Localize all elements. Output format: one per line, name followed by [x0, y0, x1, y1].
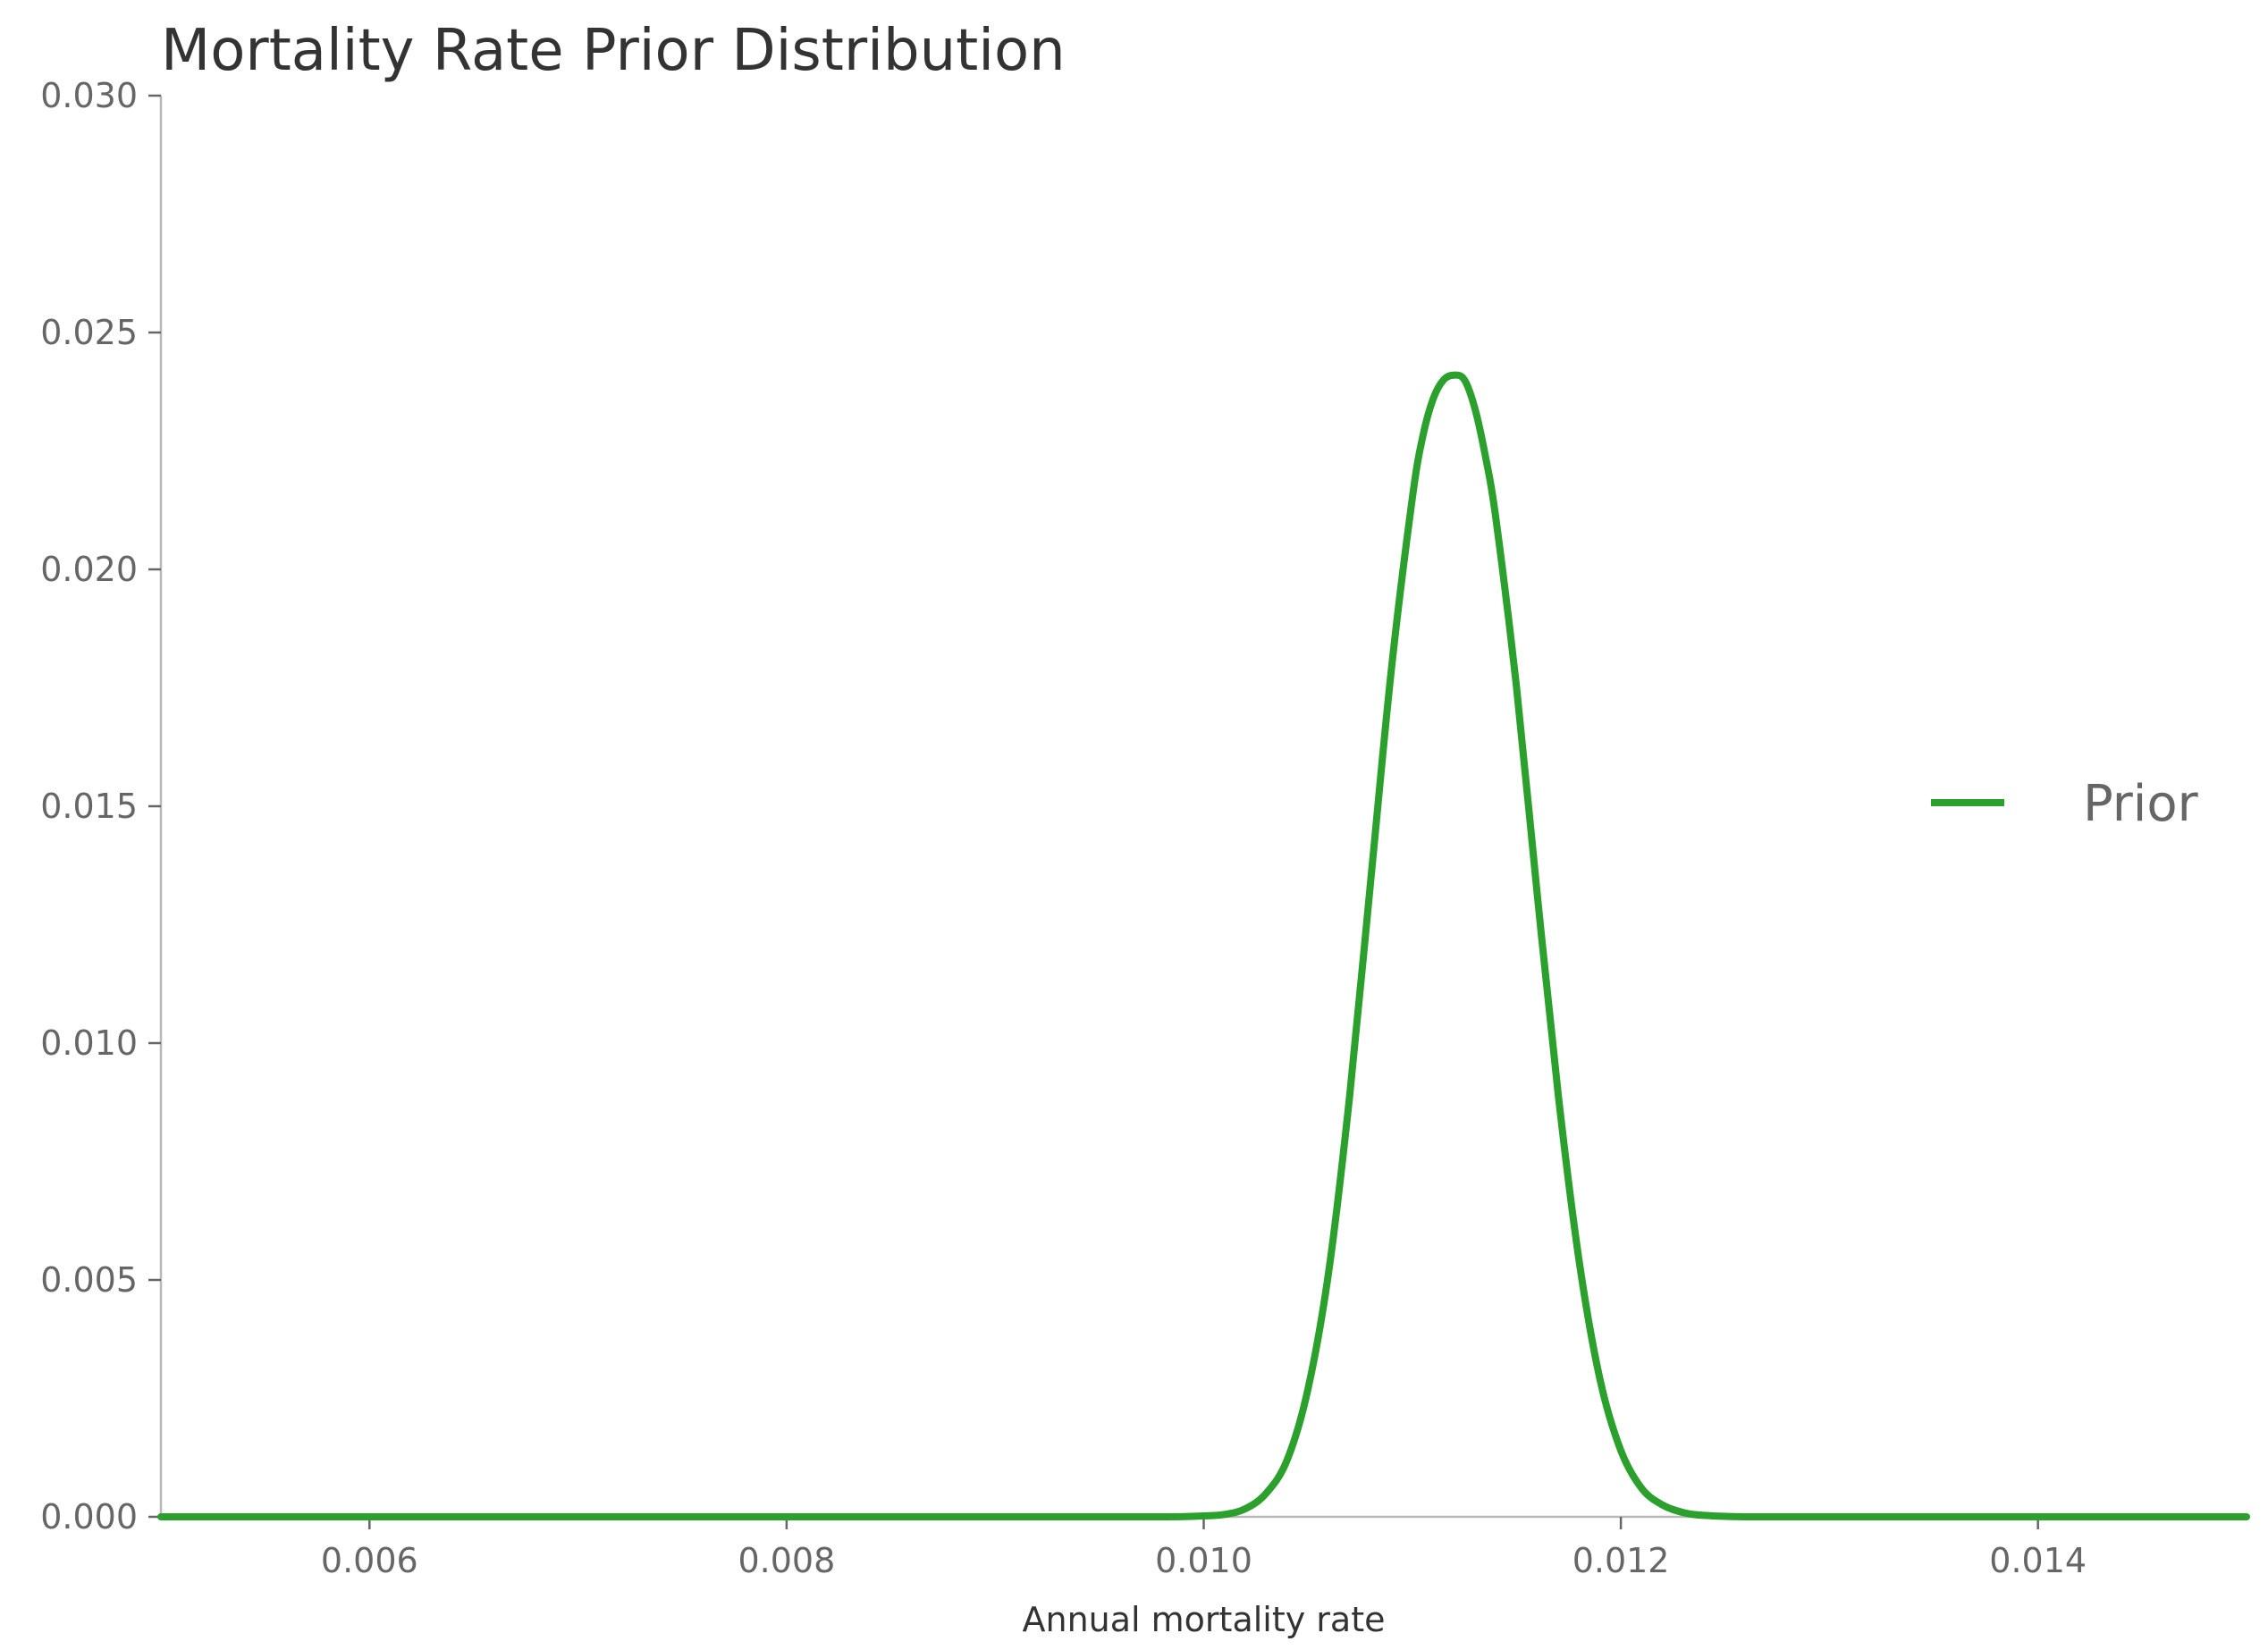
y-tick-label: 0.015: [40, 787, 138, 826]
x-tick-label: 0.006: [321, 1541, 418, 1580]
x-tick-label: 0.008: [738, 1541, 836, 1580]
legend: Prior: [1931, 775, 2199, 833]
x-axis-label: Annual mortality rate: [1022, 1600, 1385, 1639]
x-tick-label: 0.012: [1572, 1541, 1670, 1580]
chart-title: Mortality Rate Prior Distribution: [161, 18, 1066, 84]
series-line-prior: [157, 371, 2250, 1521]
y-axis-ticks: 0.000 0.005 0.010 0.015 0.020 0.025 0.030: [40, 76, 161, 1536]
legend-label-prior: Prior: [2083, 775, 2199, 833]
series-layer: [157, 371, 2250, 1521]
y-tick-label: 0.010: [40, 1023, 138, 1063]
y-tick-label: 0.030: [40, 76, 138, 115]
y-tick-label: 0.020: [40, 550, 138, 589]
x-axis-ticks: 0.006 0.008 0.010 0.012 0.014: [321, 1517, 2087, 1580]
y-tick-label: 0.005: [40, 1260, 138, 1300]
x-tick-label: 0.010: [1155, 1541, 1252, 1580]
x-tick-label: 0.014: [1989, 1541, 2087, 1580]
y-tick-label: 0.000: [40, 1497, 138, 1536]
y-tick-label: 0.025: [40, 313, 138, 352]
